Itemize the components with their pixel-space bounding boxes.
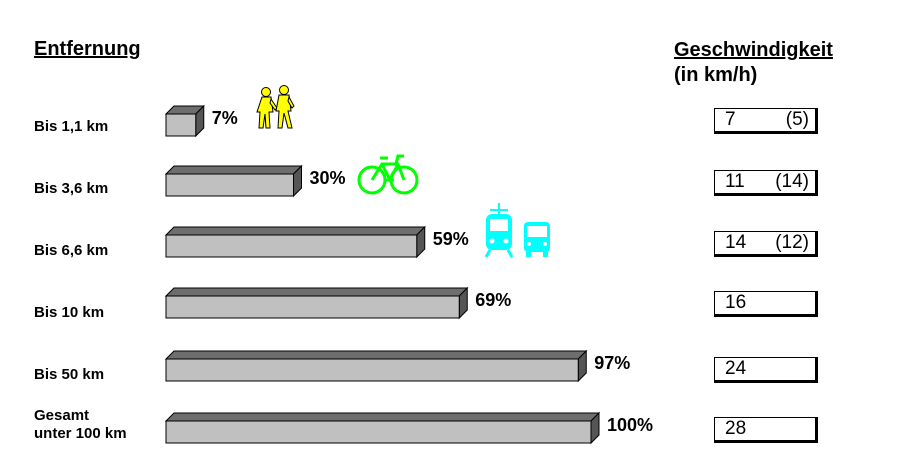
value-label-3: 59%: [432, 229, 469, 249]
bar-front-face: [165, 234, 418, 258]
distance-heading: Entfernung: [34, 38, 141, 60]
speed-box-6: 28: [714, 417, 818, 443]
category-label-4: Bis 10 km: [34, 304, 105, 321]
speed-box-1: 7 (5): [714, 108, 818, 134]
bar-top-face: [164, 350, 588, 360]
speed-value: 28: [725, 418, 747, 439]
bar-3: [164, 225, 426, 259]
bar-front-face: [165, 295, 460, 319]
pedestrians-icon: [256, 85, 295, 129]
speed-value: 24: [725, 358, 747, 379]
category-label-6: Gesamt unter 100 km: [34, 407, 127, 442]
speed-alt-value: (12): [775, 232, 809, 253]
bar-front-face: [165, 420, 592, 444]
speed-box-4: 16: [714, 291, 818, 317]
value-label-2: 30%: [309, 168, 346, 188]
bar-2: [164, 164, 303, 198]
value-label-1: 7%: [211, 108, 238, 128]
category-label-2: Bis 3,6 km: [34, 180, 109, 197]
bar-top-face: [164, 287, 469, 297]
value-label-5: 97%: [594, 353, 631, 373]
speed-heading: Geschwindigkeit (in km/h): [674, 38, 833, 88]
speed-heading-title: Geschwindigkeit: [674, 39, 833, 61]
speed-value: 16: [725, 292, 747, 313]
bar-5: [164, 349, 588, 383]
bar-4: [164, 286, 469, 320]
speed-box-2: 11 (14): [714, 170, 818, 196]
speed-value: 14: [725, 232, 747, 253]
speed-heading-unit: (in km/h): [674, 64, 758, 86]
tram-icon: [484, 203, 514, 258]
speed-alt-value: (5): [785, 109, 809, 130]
bicycle-icon: [357, 154, 419, 195]
bus-icon: [524, 222, 550, 257]
bar-front-face: [165, 173, 294, 197]
value-label-6: 100%: [607, 415, 654, 435]
category-label-3: Bis 6,6 km: [34, 242, 109, 259]
speed-value: 11: [725, 171, 745, 192]
category-label-5: Bis 50 km: [34, 366, 105, 383]
bar-6: [164, 411, 601, 445]
bar-front-face: [165, 358, 579, 382]
speed-value: 7: [725, 109, 736, 130]
speed-box-5: 24: [714, 357, 818, 383]
category-label-1: Bis 1,1 km: [34, 118, 109, 135]
bar-1: [164, 104, 205, 138]
bar-top-face: [164, 412, 601, 422]
speed-box-3: 14 (12): [714, 231, 818, 257]
value-label-4: 69%: [475, 290, 512, 310]
speed-alt-value: (14): [775, 171, 809, 192]
bar-front-face: [165, 113, 197, 137]
bar-top-face: [164, 165, 303, 175]
bar-top-face: [164, 226, 426, 236]
